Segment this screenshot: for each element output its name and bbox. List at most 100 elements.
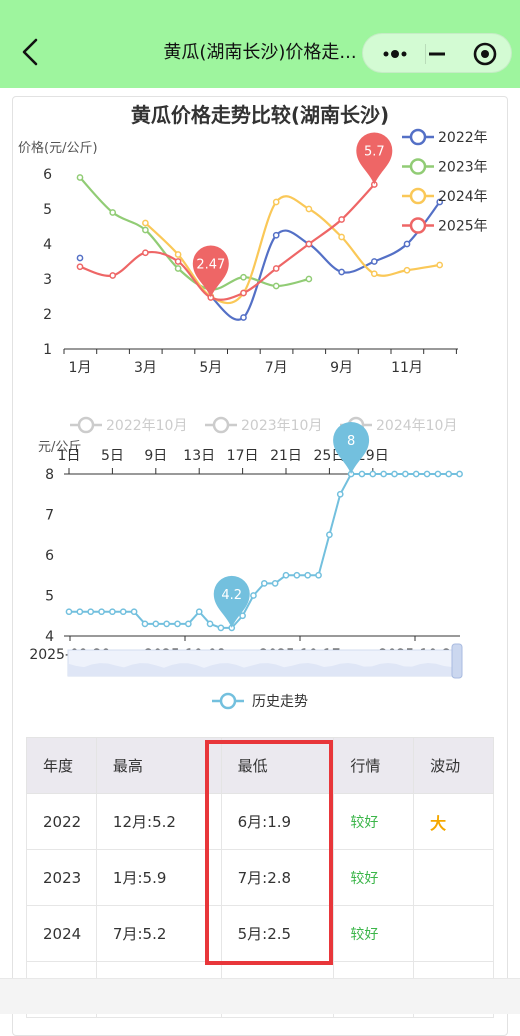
data-point bbox=[65, 608, 73, 616]
y-tick-label: 6 bbox=[43, 167, 52, 183]
compare-legend-item[interactable]: 2022年10月 bbox=[70, 416, 187, 434]
page-title: 黄瓜(湖南长沙)价格走... bbox=[163, 42, 357, 63]
data-point bbox=[250, 592, 257, 599]
data-point bbox=[240, 273, 247, 281]
svg-text:2.47: 2.47 bbox=[196, 258, 225, 273]
data-point bbox=[445, 470, 453, 478]
data-point bbox=[195, 608, 203, 616]
minimize-button[interactable] bbox=[413, 34, 461, 74]
data-point bbox=[271, 580, 279, 587]
max-marker: 8 bbox=[333, 422, 370, 474]
back-button[interactable] bbox=[14, 34, 46, 70]
more-button[interactable] bbox=[371, 34, 419, 74]
data-point bbox=[369, 470, 377, 478]
data-point bbox=[87, 608, 95, 616]
data-point bbox=[403, 266, 411, 274]
history-line bbox=[69, 473, 460, 629]
legend-item[interactable]: 2024年 bbox=[402, 187, 488, 205]
data-point bbox=[272, 282, 280, 290]
x-tick-label: 7月 bbox=[265, 360, 288, 376]
data-point bbox=[315, 571, 322, 579]
cell-year: 2024 bbox=[26, 905, 97, 962]
data-point bbox=[119, 608, 127, 616]
data-point bbox=[142, 219, 149, 227]
legend-item[interactable]: 2023年 bbox=[402, 158, 488, 176]
data-point bbox=[391, 470, 398, 478]
data-point bbox=[141, 620, 149, 628]
data-point bbox=[326, 531, 333, 539]
data-point bbox=[305, 275, 313, 283]
data-point bbox=[412, 470, 420, 478]
data-point bbox=[152, 620, 160, 628]
data-point bbox=[282, 571, 290, 579]
zoom-handle[interactable] bbox=[451, 643, 463, 679]
summary-table-wrap: 年度 最高 最低 行情 波动 2022 12月:5.2 6月:1.9 较好 大 … bbox=[26, 737, 494, 1018]
cell-fluctuation bbox=[413, 849, 494, 906]
data-point bbox=[174, 258, 182, 265]
top-tick-label: 13日 bbox=[183, 448, 215, 464]
header-market: 行情 bbox=[333, 737, 415, 794]
series-2022年 bbox=[76, 198, 444, 321]
compare-legend-item[interactable]: 2023年10月 bbox=[205, 416, 322, 434]
data-point bbox=[98, 608, 105, 616]
top-tick-label: 9日 bbox=[144, 448, 167, 464]
y-tick-label: 1 bbox=[43, 342, 52, 358]
x-tick-label: 1月 bbox=[69, 360, 92, 376]
data-point bbox=[76, 174, 84, 181]
x-tick-label: 11月 bbox=[391, 360, 423, 376]
data-point bbox=[260, 580, 268, 587]
data-point bbox=[304, 571, 312, 579]
data-point bbox=[434, 470, 442, 478]
data-point bbox=[403, 240, 411, 248]
data-point bbox=[174, 620, 181, 628]
data-point bbox=[76, 254, 84, 262]
data-point bbox=[206, 620, 214, 628]
svg-text:2025年: 2025年 bbox=[438, 219, 488, 235]
header-high: 最高 bbox=[95, 737, 222, 794]
mini-program-capsule bbox=[362, 33, 512, 73]
data-point bbox=[293, 571, 301, 579]
header-fluctuation: 波动 bbox=[413, 737, 494, 794]
y-tick-label: 3 bbox=[43, 272, 52, 288]
data-point bbox=[436, 261, 444, 269]
svg-text:2022年: 2022年 bbox=[438, 130, 488, 146]
top-tick-label: 1日 bbox=[58, 448, 81, 464]
y-tick-label: 5 bbox=[45, 589, 54, 605]
top-tick-label: 17日 bbox=[227, 448, 259, 464]
minus-icon bbox=[429, 52, 445, 56]
legend-item[interactable]: 2025年 bbox=[402, 217, 488, 235]
highlight-box bbox=[205, 740, 333, 965]
data-point bbox=[142, 249, 149, 257]
data-point bbox=[163, 620, 170, 628]
x-tick-label: 5月 bbox=[199, 360, 222, 376]
x-tick-label: 9月 bbox=[330, 360, 353, 376]
data-point bbox=[239, 612, 246, 620]
data-zoom-slider[interactable] bbox=[67, 643, 463, 679]
y-tick-label: 2 bbox=[43, 307, 52, 323]
y-axis-label-2: 元/公斤 bbox=[38, 440, 81, 455]
y-tick-label: 8 bbox=[45, 467, 54, 483]
series-legend-item[interactable]: 历史走势 bbox=[212, 692, 308, 710]
cell-fluctuation bbox=[413, 905, 494, 962]
data-point bbox=[109, 209, 117, 216]
history-trend-chart: 2022年10月 2023年10月 2024年10月 元/公斤 1日 5日 9日 13日 1… bbox=[29, 416, 463, 710]
y-axis-label: 价格(元/公斤) bbox=[18, 140, 98, 156]
close-button[interactable] bbox=[461, 34, 509, 74]
data-point bbox=[272, 265, 280, 272]
svg-text:4.2: 4.2 bbox=[221, 588, 242, 603]
cell-low: 6月:1.9 bbox=[220, 793, 335, 850]
y-tick-label: 6 bbox=[45, 548, 54, 564]
svg-text:5.7: 5.7 bbox=[364, 145, 385, 160]
data-point bbox=[402, 470, 409, 478]
svg-text:8: 8 bbox=[347, 434, 355, 449]
data-point bbox=[240, 314, 247, 321]
data-point bbox=[174, 251, 182, 258]
capsule-divider bbox=[425, 44, 426, 64]
data-point bbox=[130, 608, 138, 616]
cell-high: 12月:5.2 bbox=[95, 793, 222, 850]
target-close-icon bbox=[473, 42, 497, 66]
data-point bbox=[338, 216, 345, 223]
price-comparison-chart: 黄瓜价格走势比较(湖南长沙) 价格(元/公斤) 1 2 3 4 5 6 1月 3月 5月 7月 9月… bbox=[18, 103, 488, 376]
legend-item[interactable]: 2022年 bbox=[402, 128, 488, 146]
x-tick-label: 3月 bbox=[134, 360, 157, 376]
